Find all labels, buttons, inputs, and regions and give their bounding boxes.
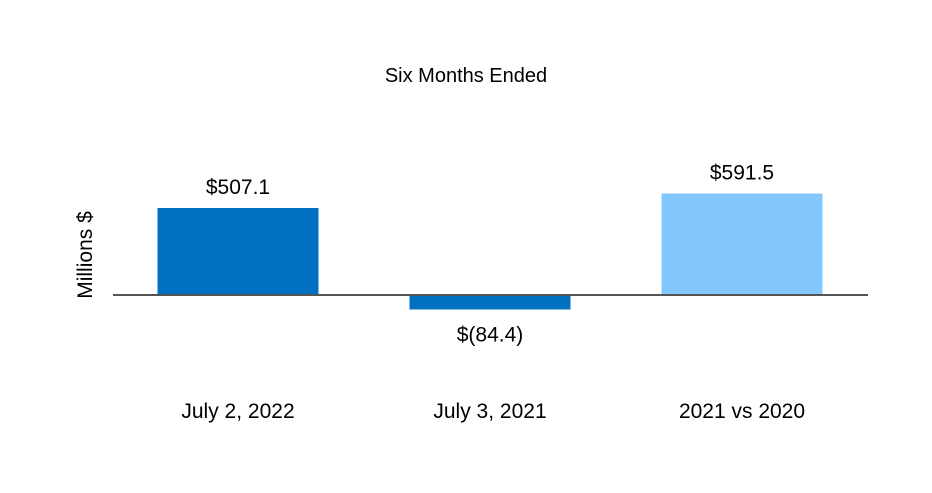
category-label-2: July 3, 2021: [433, 400, 546, 423]
bar-3: [661, 193, 823, 295]
y-axis-label: Millions $: [74, 211, 97, 299]
bars-layer: [157, 193, 823, 310]
bar-value-label-1: $507.1: [206, 176, 270, 199]
chart-title: Six Months Ended: [385, 65, 547, 87]
category-label-1: July 2, 2022: [181, 400, 294, 423]
category-label-3: 2021 vs 2020: [679, 400, 805, 423]
bar-value-label-3: $591.5: [710, 162, 774, 185]
labels-layer: $507.1 July 2, 2022 $(84.4) July 3, 2021 $59…: [181, 162, 805, 423]
bar-value-label-2: $(84.4): [457, 323, 524, 346]
bar-1: [157, 208, 319, 295]
bar-2: [409, 295, 571, 310]
